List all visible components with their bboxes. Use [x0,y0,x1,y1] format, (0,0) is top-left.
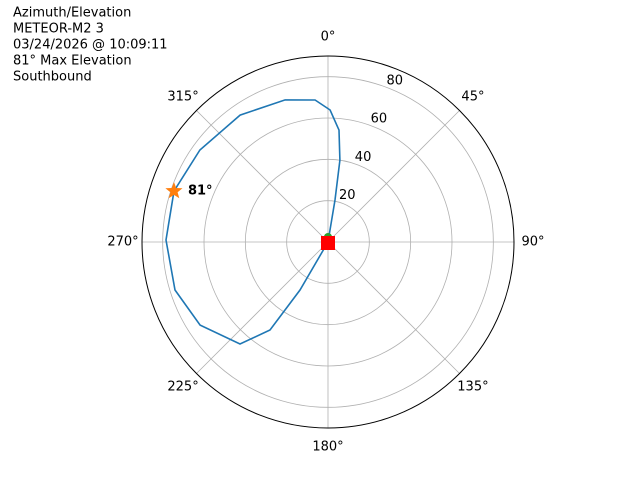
r-tick-label: 80 [386,73,403,88]
theta-grid-line [196,110,329,243]
theta-tick-label: 315° [167,90,198,105]
theta-grid-line [327,110,460,243]
theta-tick-label: 45° [461,90,484,105]
polar-frame [141,55,515,429]
theta-grid-line [327,241,460,374]
theta-tick-label: 270° [107,235,138,250]
title-line: 03/24/2026 @ 10:09:11 [13,38,168,53]
r-tick-label: 20 [339,188,356,203]
max-elevation-label: 81° [188,184,213,199]
theta-grid-line [196,241,329,374]
r-grid-circle [286,200,370,284]
title-line: METEOR-M2 3 [13,22,104,37]
end-marker [321,236,335,250]
theta-tick-label: 225° [167,379,198,394]
max-elevation-star [165,182,183,199]
theta-tick-label: 90° [521,235,544,250]
r-grid-circle [162,76,494,408]
theta-tick-label: 135° [457,379,488,394]
r-grid-circle [203,117,453,367]
track-line [165,99,341,345]
theta-tick-label: 180° [312,440,343,455]
r-grid-circle [244,158,412,326]
r-tick-label: 40 [355,150,372,165]
title-line: 81° Max Elevation [13,54,132,69]
title-line: Azimuth/Elevation [13,6,131,21]
theta-tick-label: 0° [321,30,336,45]
r-tick-label: 60 [371,112,388,127]
title-line: Southbound [13,70,92,85]
